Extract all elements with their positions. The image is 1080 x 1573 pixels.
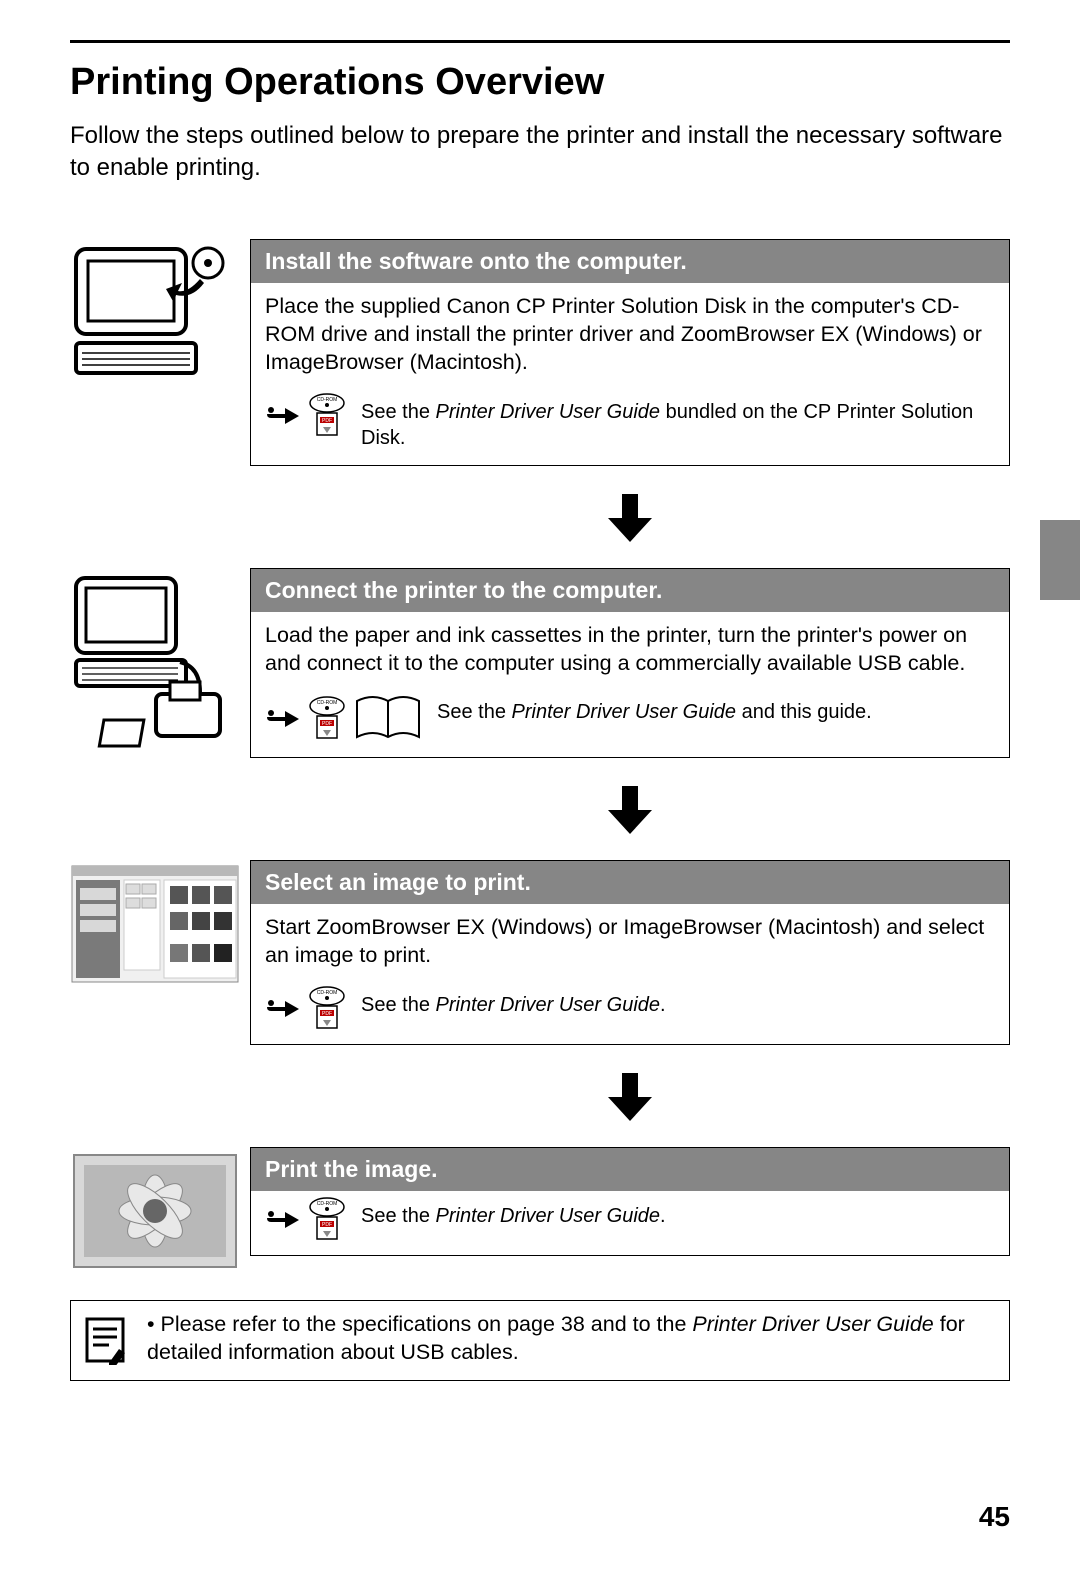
step-1-illustration bbox=[70, 239, 250, 388]
step-4-header: Print the image. bbox=[251, 1148, 1009, 1191]
document-page: Printing Operations Overview Follow the … bbox=[0, 0, 1080, 1573]
step-3-illustration bbox=[70, 860, 250, 989]
step-4-box: Print the image. CD-ROM PDF bbox=[250, 1147, 1010, 1256]
svg-text:PDF: PDF bbox=[322, 418, 332, 424]
computer-with-printer-icon bbox=[70, 572, 230, 752]
pointer-hand-icon bbox=[265, 703, 301, 733]
step-3-ref-suffix: . bbox=[660, 994, 666, 1016]
step-4-ref-suffix: . bbox=[660, 1205, 666, 1227]
svg-text:PDF: PDF bbox=[322, 1011, 332, 1017]
step-1-box: Install the software onto the computer. … bbox=[250, 239, 1010, 466]
arrow-2 bbox=[250, 766, 1010, 860]
step-2-ref-italic: Printer Driver User Guide bbox=[512, 701, 737, 723]
cdrom-pdf-icon: CD-ROM PDF bbox=[307, 986, 347, 1030]
step-1-reference: CD-ROM PDF See the Printer Driver User G… bbox=[251, 387, 1009, 465]
cdrom-pdf-icon: CD-ROM PDF bbox=[307, 1197, 347, 1241]
step-3-body: Start ZoomBrowser EX (Windows) or ImageB… bbox=[251, 904, 1009, 980]
step-2-reference: CD-ROM PDF See the Printer Driver User G… bbox=[251, 687, 1009, 757]
step-2-illustration bbox=[70, 568, 250, 757]
pointer-hand-icon bbox=[265, 400, 301, 430]
step-2-ref-prefix: See the bbox=[437, 701, 512, 723]
step-3-box: Select an image to print. Start ZoomBrow… bbox=[250, 860, 1010, 1045]
cdrom-pdf-icon: CD-ROM PDF bbox=[307, 393, 347, 437]
intro-text: Follow the steps outlined below to prepa… bbox=[70, 120, 1010, 185]
cdrom-pdf-icon: CD-ROM PDF bbox=[307, 696, 347, 740]
step-2-header: Connect the printer to the computer. bbox=[251, 569, 1009, 612]
arrow-1 bbox=[250, 474, 1010, 568]
open-book-icon bbox=[353, 693, 423, 743]
arrow-down-icon bbox=[606, 1071, 654, 1123]
note-prefix: Please refer to the specifications on pa… bbox=[161, 1312, 693, 1336]
step-2-ref-suffix: and this guide. bbox=[736, 701, 872, 723]
arrow-3 bbox=[250, 1053, 1010, 1147]
svg-text:PDF: PDF bbox=[322, 1222, 332, 1228]
footnote-box: • Please refer to the specifications on … bbox=[70, 1300, 1010, 1381]
svg-text:CD-ROM: CD-ROM bbox=[317, 700, 338, 706]
step-4-reference: CD-ROM PDF See the Printer Driver User G… bbox=[251, 1191, 1009, 1255]
step-2-box: Connect the printer to the computer. Loa… bbox=[250, 568, 1010, 759]
step-1-body: Place the supplied Canon CP Printer Solu… bbox=[251, 283, 1009, 387]
printed-photo-icon bbox=[70, 1151, 240, 1271]
pointer-hand-icon bbox=[265, 993, 301, 1023]
step-4: Print the image. CD-ROM PDF bbox=[70, 1147, 1010, 1276]
pointer-hand-icon bbox=[265, 1204, 301, 1234]
arrow-down-icon bbox=[606, 492, 654, 544]
step-1-ref-prefix: See the bbox=[361, 401, 436, 423]
top-rule bbox=[70, 40, 1010, 43]
step-1-ref-italic: Printer Driver User Guide bbox=[436, 401, 661, 423]
image-browser-icon bbox=[70, 864, 240, 984]
step-3: Select an image to print. Start ZoomBrow… bbox=[70, 860, 1010, 1045]
svg-text:CD-ROM: CD-ROM bbox=[317, 1201, 338, 1207]
step-2-body: Load the paper and ink cassettes in the … bbox=[251, 612, 1009, 688]
arrow-down-icon bbox=[606, 784, 654, 836]
memo-icon bbox=[83, 1311, 127, 1370]
step-2: Connect the printer to the computer. Loa… bbox=[70, 568, 1010, 759]
note-bullet: • bbox=[147, 1312, 155, 1336]
step-3-ref-italic: Printer Driver User Guide bbox=[436, 994, 661, 1016]
page-title: Printing Operations Overview bbox=[70, 61, 1010, 104]
step-3-ref-prefix: See the bbox=[361, 994, 436, 1016]
step-3-reference: CD-ROM PDF See the Printer Driver User G… bbox=[251, 980, 1009, 1044]
svg-text:CD-ROM: CD-ROM bbox=[317, 397, 338, 403]
step-1: Install the software onto the computer. … bbox=[70, 239, 1010, 466]
svg-text:PDF: PDF bbox=[322, 721, 332, 727]
step-4-ref-prefix: See the bbox=[361, 1205, 436, 1227]
svg-text:CD-ROM: CD-ROM bbox=[317, 990, 338, 996]
side-tab-marker bbox=[1040, 520, 1080, 600]
step-4-illustration bbox=[70, 1147, 250, 1276]
computer-with-cd-icon bbox=[70, 243, 230, 383]
step-4-ref-italic: Printer Driver User Guide bbox=[436, 1205, 661, 1227]
step-1-header: Install the software onto the computer. bbox=[251, 240, 1009, 283]
note-italic: Printer Driver User Guide bbox=[692, 1312, 933, 1336]
step-3-header: Select an image to print. bbox=[251, 861, 1009, 904]
